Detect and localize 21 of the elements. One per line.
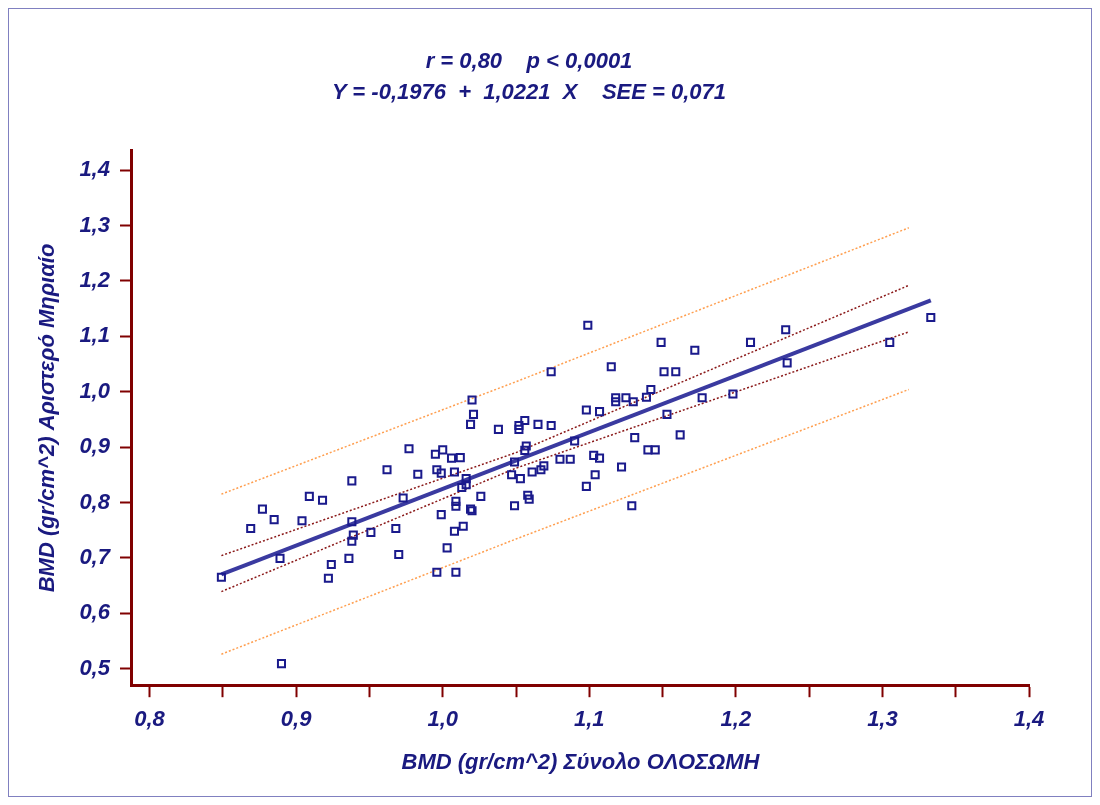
x-tick-label: 0,8 [134, 706, 166, 732]
x-tick-label: 1,1 [573, 706, 605, 732]
x-axis-title: BMD (gr/cm^2) Σύνολο ΟΛΟΣΩΜΗ [401, 748, 761, 774]
y-tick-label: 0,5 [79, 654, 111, 680]
y-tick-label: 1,2 [79, 267, 111, 292]
x-tick-label: 1,3 [867, 706, 898, 732]
chart-subtitle: Y = -0,1976 + 1,0221 X SEE = 0,071 [331, 78, 727, 104]
x-tick-label: 1,2 [720, 706, 752, 732]
y-tick-label: 0,8 [79, 488, 111, 514]
y-tick-label: 1,1 [79, 322, 110, 348]
y-tick-label: 1,4 [79, 156, 110, 182]
x-tick-label: 1,0 [427, 706, 459, 732]
y-tick-label: 0,9 [79, 433, 111, 459]
y-tick-label: 0,6 [79, 599, 111, 625]
chart-title: r = 0,80 p < 0,0001 [425, 48, 633, 74]
y-tick-label: 0,7 [79, 543, 112, 569]
x-tick-label: 0,9 [280, 706, 313, 732]
x-tick-label: 1,4 [1013, 706, 1045, 732]
y-tick-label: 1,3 [79, 211, 110, 237]
y-tick-label: 1,0 [79, 377, 111, 403]
y-axis-title: BMD (gr/cm^2) Αριστερό Μηριαίο [34, 243, 60, 593]
